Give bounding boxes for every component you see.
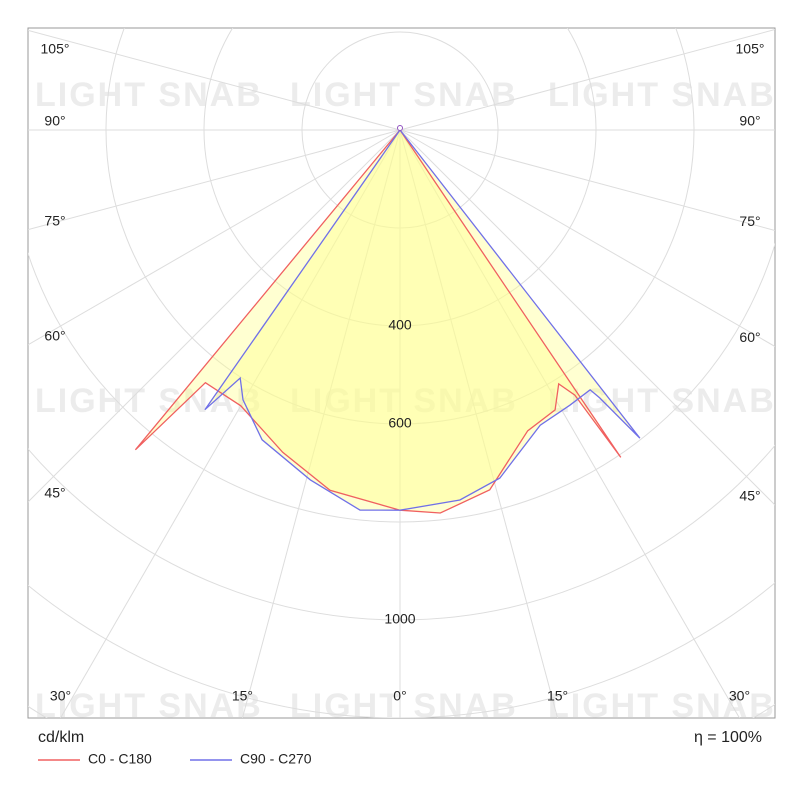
angle-tick-label: 75° bbox=[739, 213, 760, 229]
plot bbox=[134, 125, 641, 514]
grid-radial bbox=[28, 129, 401, 503]
angle-tick-label: 90° bbox=[739, 113, 760, 129]
grid-radial bbox=[399, 129, 775, 506]
angle-tick-label: 15° bbox=[547, 688, 568, 704]
grid-radial bbox=[28, 129, 401, 231]
grid-radial bbox=[399, 129, 775, 347]
watermark: LIGHT SNAB bbox=[548, 76, 776, 114]
grid-radial bbox=[60, 129, 401, 718]
grid-radial bbox=[399, 129, 775, 231]
angle-tick-label: 45° bbox=[739, 488, 760, 504]
series-area bbox=[135, 130, 621, 513]
watermark: LIGHT SNAB bbox=[548, 382, 776, 420]
angle-tick-label: 90° bbox=[44, 113, 65, 129]
angle-tick-label: 105° bbox=[41, 41, 70, 57]
angle-tick-label: 60° bbox=[44, 327, 65, 343]
r-tick-label: 1000 bbox=[384, 611, 415, 627]
grid-radial bbox=[28, 29, 401, 131]
grid-radial bbox=[399, 129, 740, 718]
angle-tick-label: 45° bbox=[44, 485, 65, 501]
grid-radial bbox=[28, 129, 401, 346]
series-line bbox=[134, 129, 622, 514]
watermark: LIGHT SNAB bbox=[290, 76, 518, 114]
efficiency: η = 100% bbox=[694, 729, 762, 746]
series-line bbox=[204, 129, 641, 511]
r-tick-label: 600 bbox=[388, 415, 412, 431]
legend-label: C0 - C180 bbox=[88, 751, 152, 767]
r-tick-label: 400 bbox=[388, 317, 412, 333]
grid-radial bbox=[399, 29, 775, 131]
watermark: LIGHT SNAB bbox=[290, 687, 518, 725]
labels: 400 600 1000 0° 15° 15° 30° 30° 45° 45° 60° 60° 75° 7… bbox=[41, 41, 765, 704]
grid-radial bbox=[241, 129, 401, 718]
watermark: LIGHT SNAB bbox=[35, 687, 263, 725]
angle-tick-label: 30° bbox=[729, 688, 750, 704]
unit-label: cd/klm bbox=[38, 729, 84, 746]
angle-tick-label: 30° bbox=[50, 688, 71, 704]
angle-tick-label: 15° bbox=[232, 688, 253, 704]
legend: C0 - C180 C90 - C270 bbox=[38, 751, 312, 767]
watermark: LIGHT SNAB bbox=[35, 382, 263, 420]
watermark: LIGHT SNAB bbox=[35, 76, 263, 114]
angle-tick-label: 75° bbox=[44, 212, 65, 228]
watermark: LIGHT SNAB bbox=[548, 687, 776, 725]
series-area bbox=[204, 130, 640, 511]
angle-tick-label: 105° bbox=[736, 41, 765, 57]
angle-tick-label: 0° bbox=[393, 688, 406, 704]
origin-marker bbox=[397, 125, 403, 131]
angle-tick-label: 60° bbox=[739, 329, 760, 345]
grid-radial bbox=[399, 129, 559, 718]
legend-label: C90 - C270 bbox=[240, 751, 312, 767]
